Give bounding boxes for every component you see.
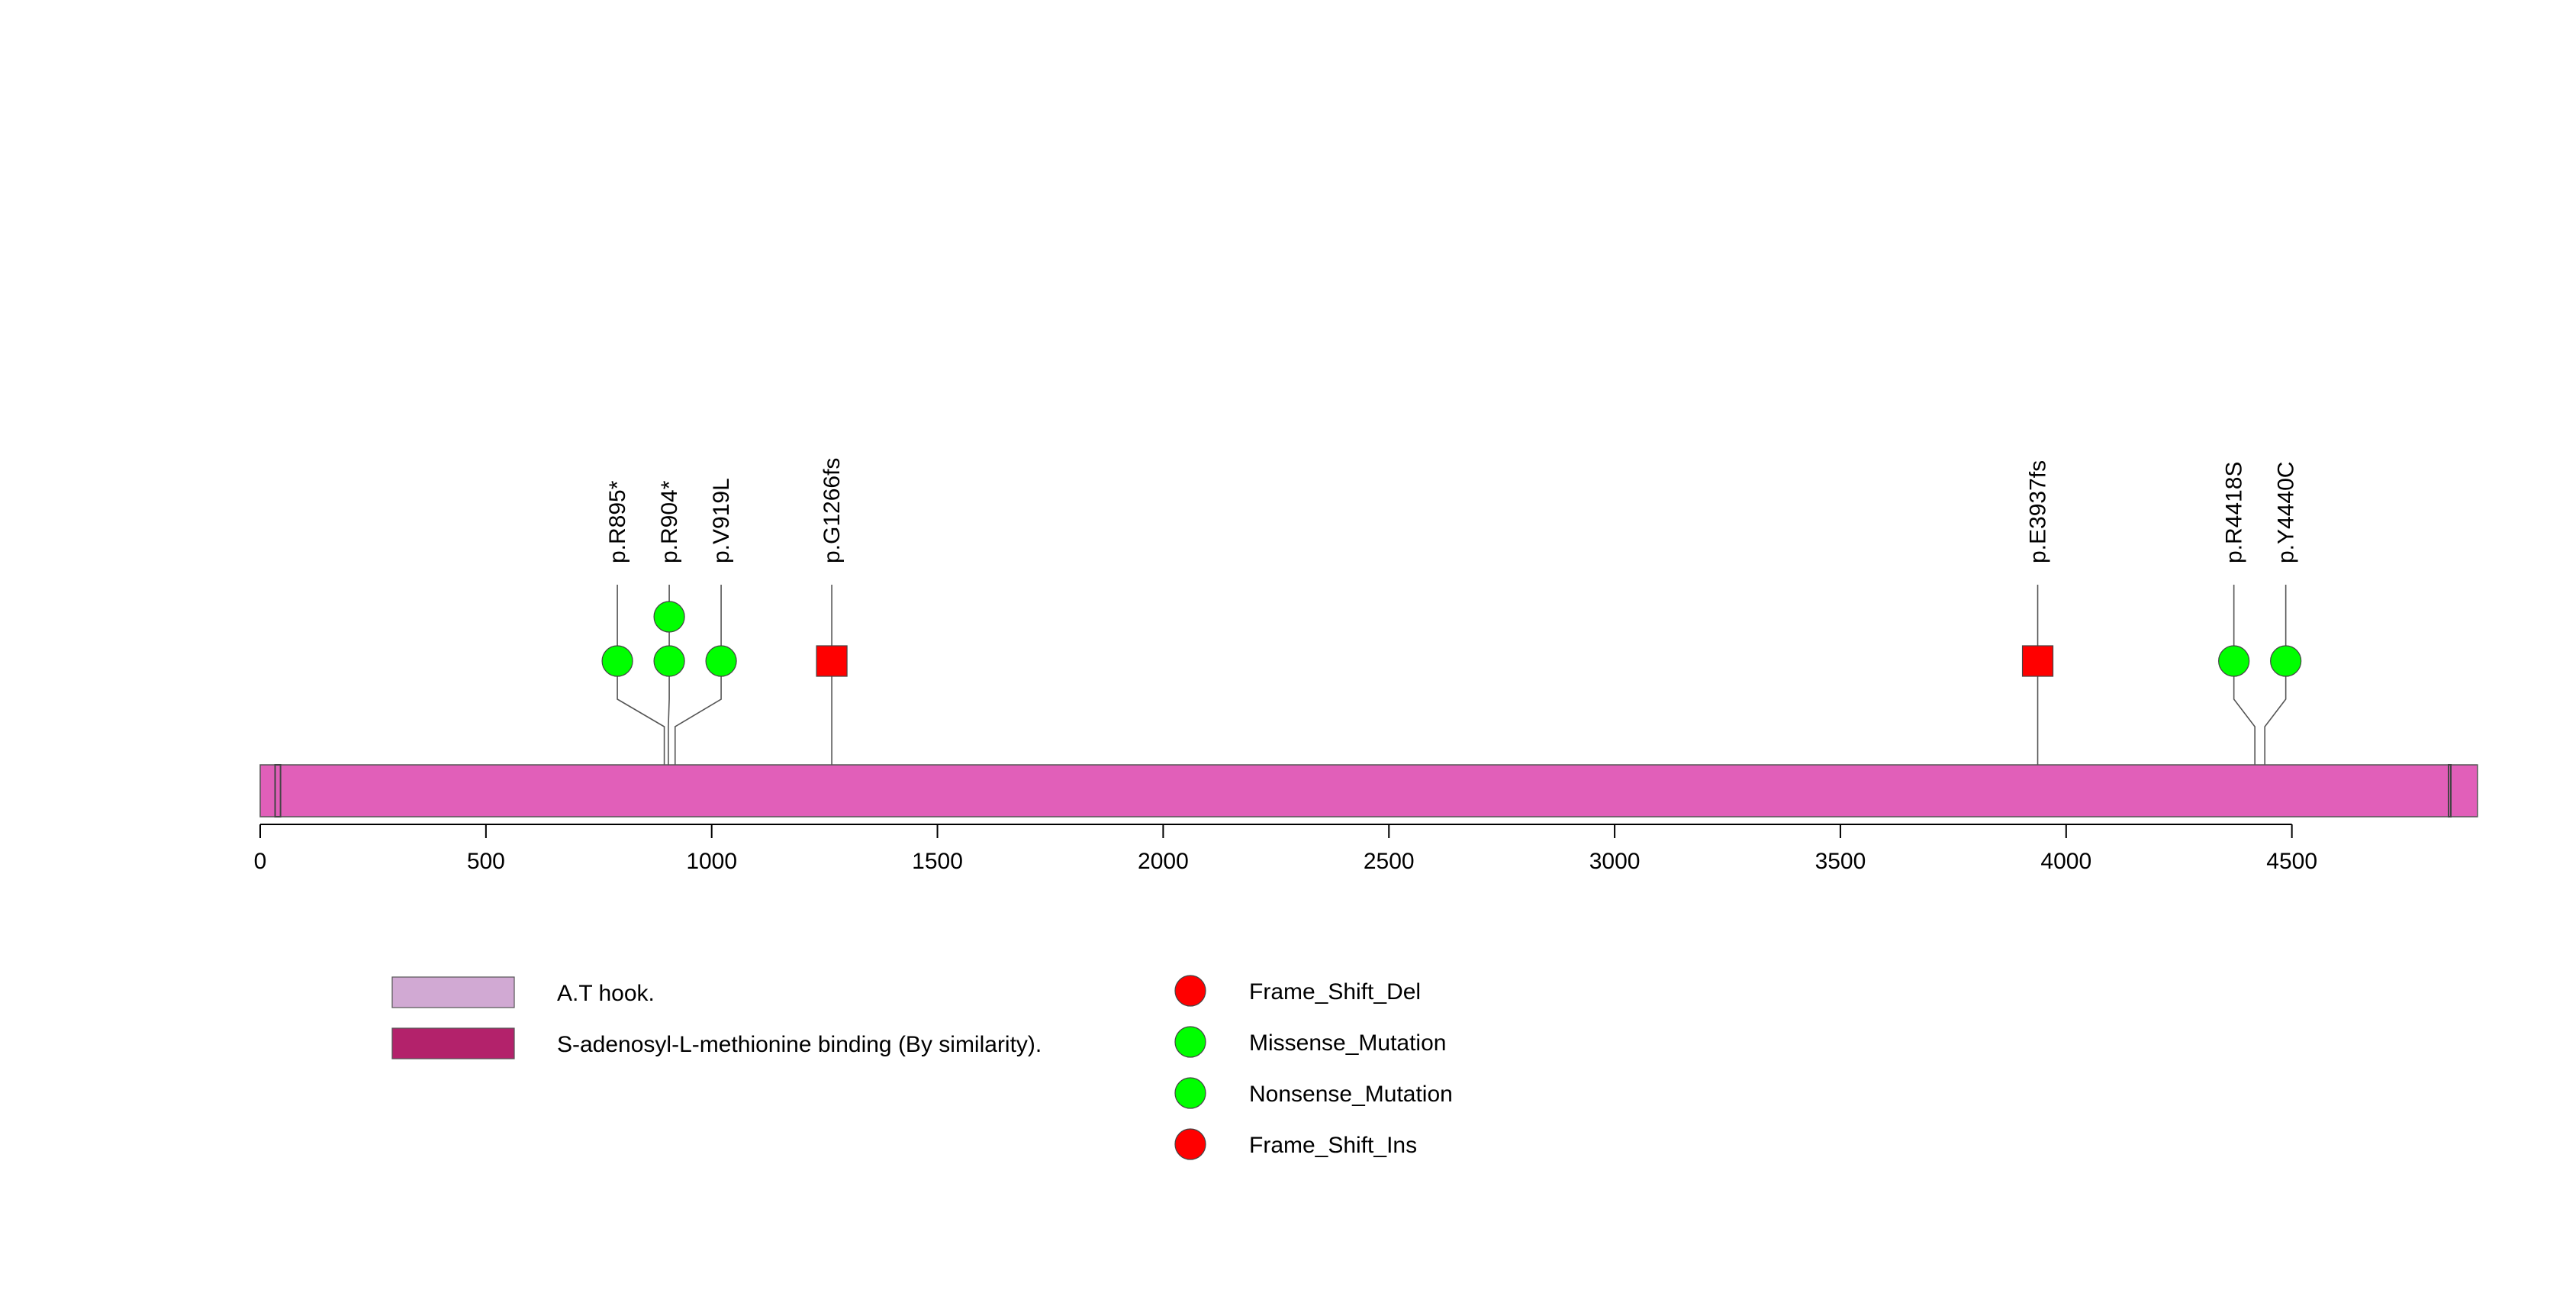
mutation-legend-label-frame-shift-ins: Frame_Shift_Ins: [1249, 1133, 1417, 1158]
mutation-label-p-r4418s: p.R4418S: [2222, 462, 2247, 563]
mutation-type-legend: Frame_Shift_Del Missense_Mutation Nonsense…: [1174, 975, 1453, 1160]
mutation-legend-swatch-frame-shift-ins: [1174, 1128, 1206, 1160]
domain-legend: A.T hook. S-adenosyl-L-methionine binding…: [391, 976, 1042, 1059]
x-tick-label-0: 0: [254, 849, 267, 874]
mutation-label-p-g1266fs: p.G1266fs: [819, 458, 845, 563]
mutation-label-p-r904: p.R904*: [657, 480, 682, 563]
marker-p-r4418s-1: [2218, 645, 2250, 677]
x-tick-label-4000: 4000: [2040, 849, 2091, 874]
mutation-legend-swatch-frame-shift-del: [1174, 975, 1206, 1007]
x-tick-label-1500: 1500: [912, 849, 963, 874]
marker-p-r904-2: [653, 601, 685, 633]
domain-legend-label-2: S-adenosyl-L-methionine binding (By simi…: [557, 1032, 1042, 1057]
marker-p-y4440c-1: [2270, 645, 2302, 677]
mutation-legend-swatch-missense-mutation: [1174, 1026, 1206, 1058]
domain-legend-swatch-1: [391, 976, 515, 1008]
protein-bar: [259, 764, 2478, 818]
mutation-legend-label-missense-mutation: Missense_Mutation: [1249, 1030, 1446, 1056]
marker-p-r895-1: [601, 645, 633, 677]
mutation-label-p-v919l: p.V919L: [709, 478, 734, 563]
x-axis: 0 500 1000 1500 2000 2500 3000 3500 4000 4500: [254, 824, 2317, 874]
x-tick-label-1000: 1000: [686, 849, 737, 874]
mutation-label-p-r895: p.R895*: [605, 480, 630, 563]
domain-region-1: [274, 764, 282, 818]
mutation-legend-label-nonsense-mutation: Nonsense_Mutation: [1249, 1082, 1453, 1107]
x-tick-label-2500: 2500: [1364, 849, 1415, 874]
mutation-markers: [601, 601, 2302, 677]
marker-p-e3937fs-1: [2021, 645, 2054, 677]
mutation-legend-label-frame-shift-del: Frame_Shift_Del: [1249, 979, 1421, 1005]
mutation-label-p-e3937fs: p.E3937fs: [2026, 460, 2051, 563]
domain-region-2: [2447, 764, 2452, 818]
marker-p-v919l-1: [705, 645, 737, 677]
protein-backbone: [259, 764, 2478, 818]
x-tick-label-3500: 3500: [1815, 849, 1866, 874]
x-tick-label-500: 500: [467, 849, 505, 874]
mutation-label-p-y4440c: p.Y4440C: [2274, 462, 2299, 563]
mutation-legend-swatch-nonsense-mutation: [1174, 1077, 1206, 1109]
marker-p-g1266fs-1: [816, 645, 848, 677]
x-tick-label-4500: 4500: [2266, 849, 2317, 874]
domain-legend-label-1: A.T hook.: [557, 981, 655, 1006]
marker-p-r904-1: [653, 645, 685, 677]
x-tick-label-2000: 2000: [1138, 849, 1189, 874]
x-tick-label-3000: 3000: [1589, 849, 1641, 874]
mutation-labels: p.R895* p.R904* p.V919L p.G1266fs p.E3937fs p…: [605, 458, 2299, 563]
domain-legend-swatch-2: [391, 1027, 515, 1059]
